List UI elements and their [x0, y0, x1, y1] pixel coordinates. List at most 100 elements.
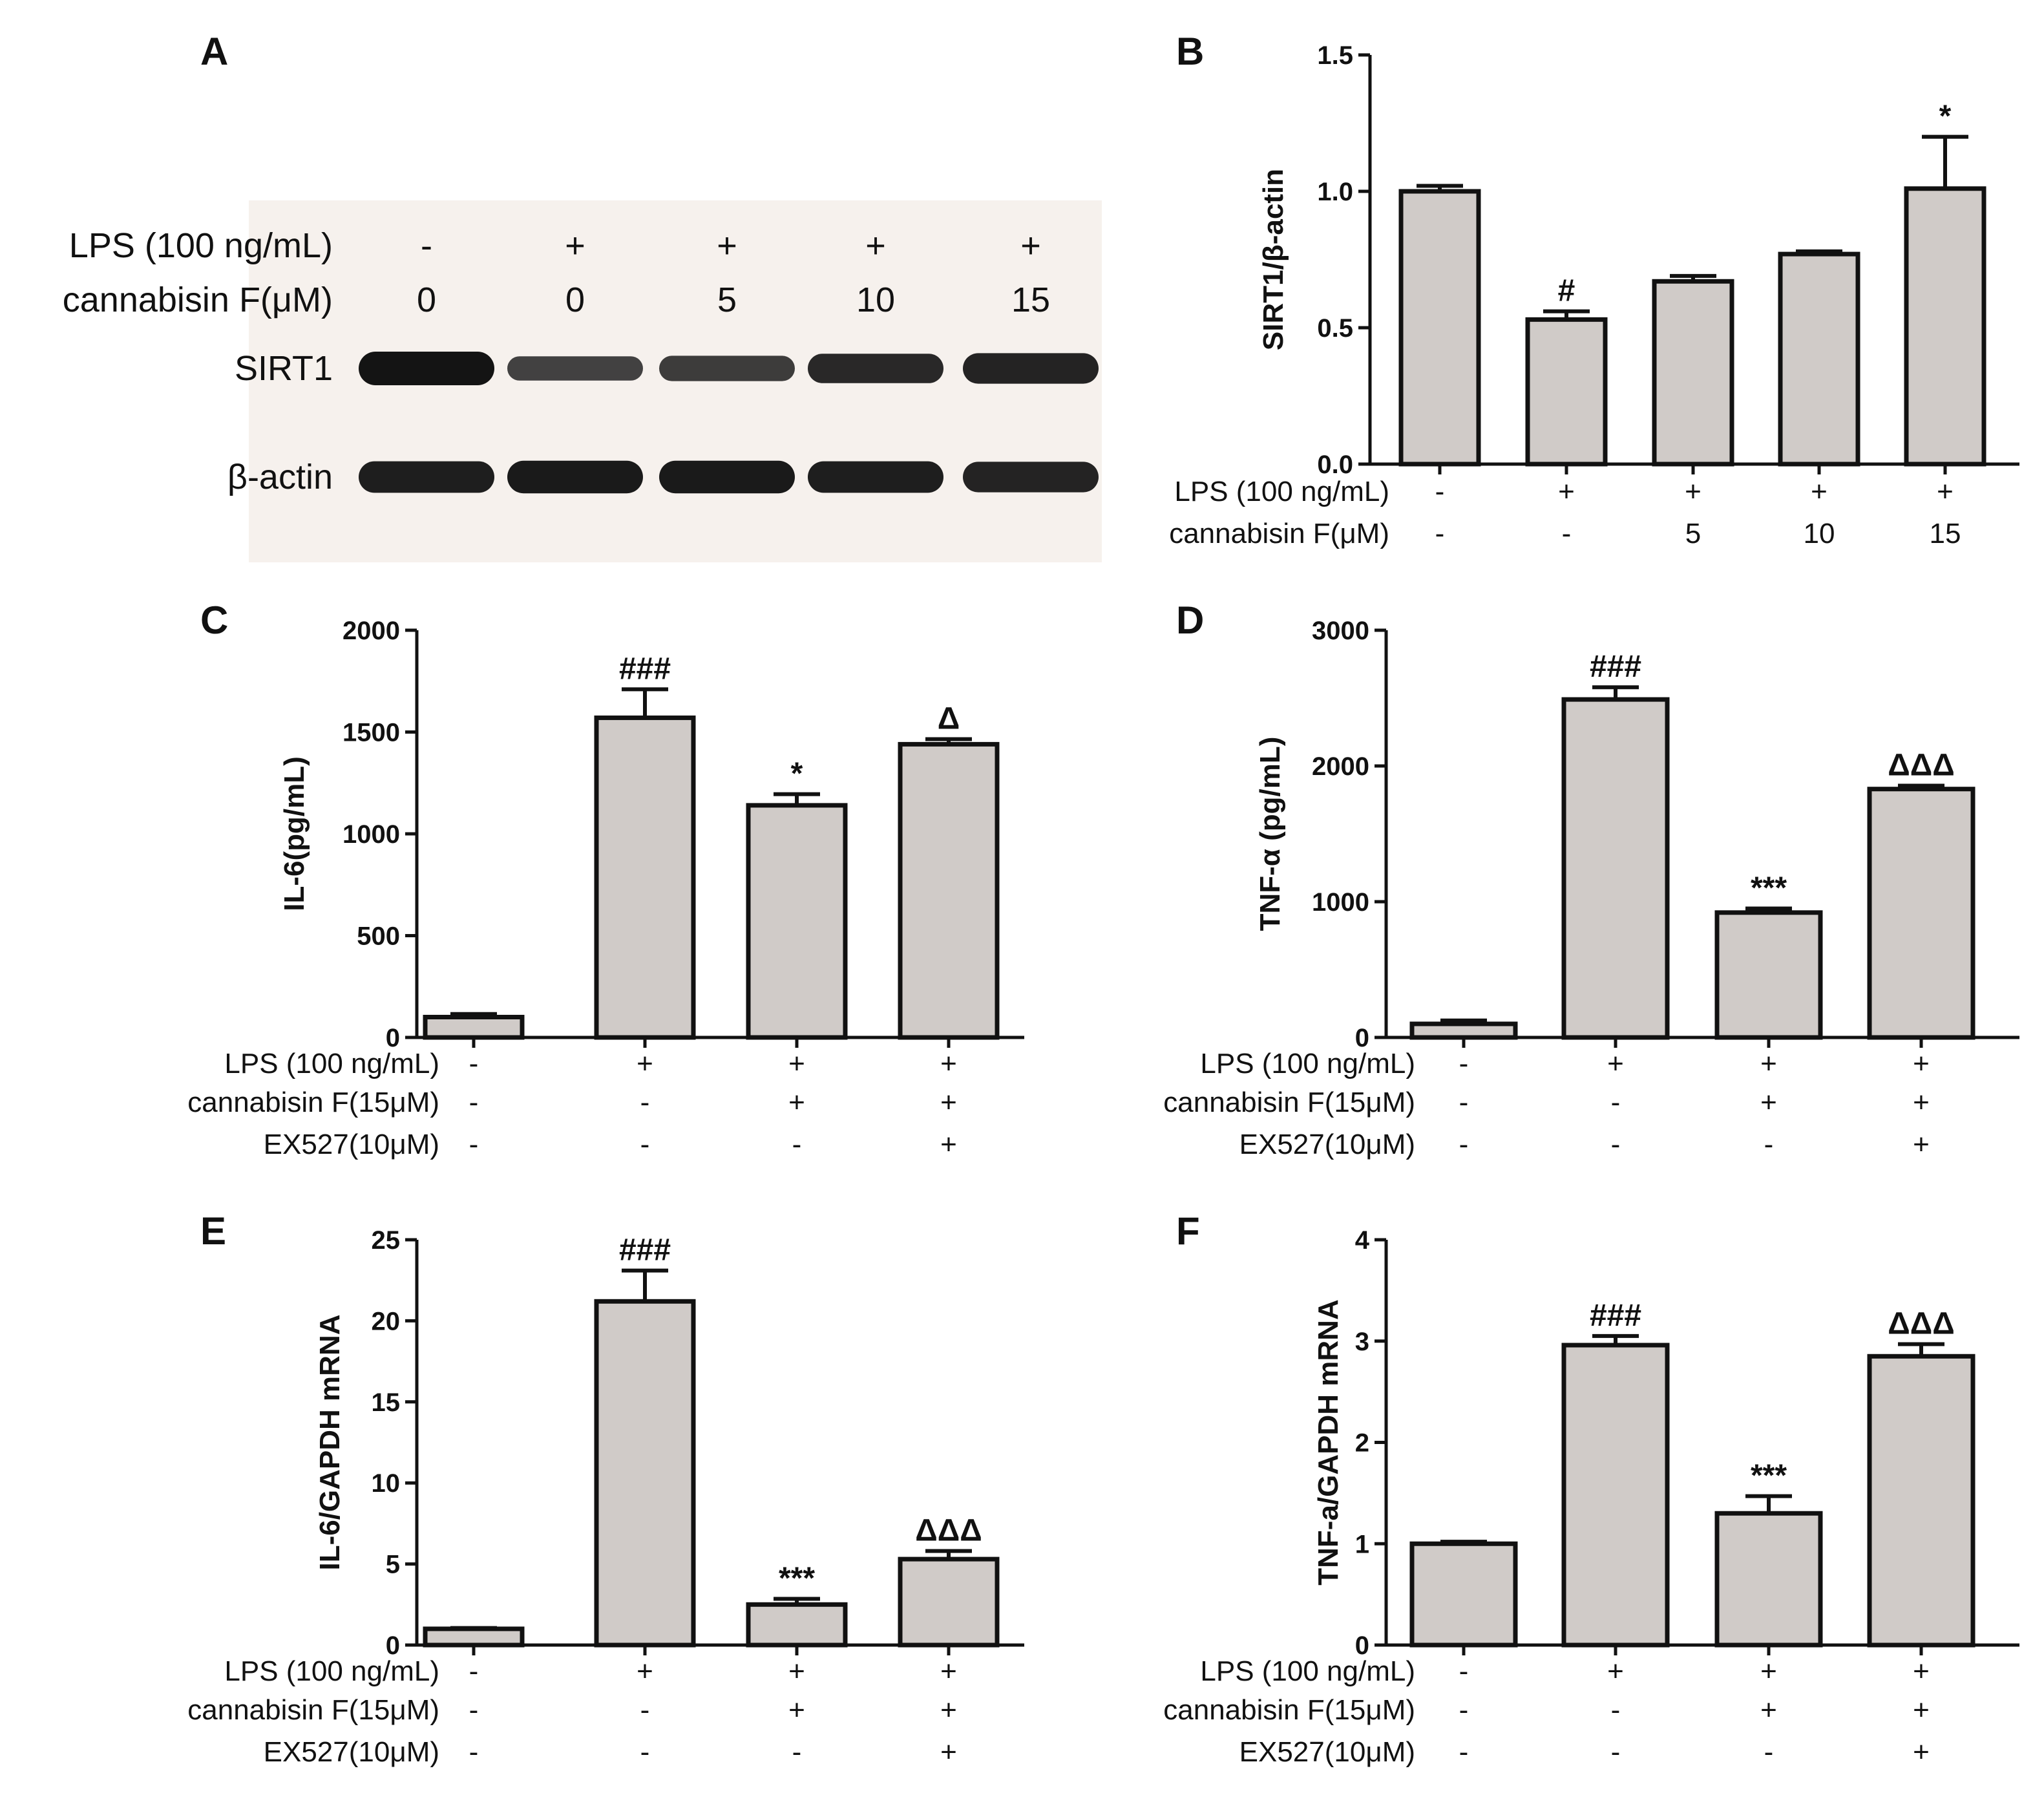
- bar: [1409, 1021, 1518, 1040]
- condition-value: -: [1435, 476, 1445, 507]
- significance-marker: *: [791, 757, 803, 791]
- blot-header-value: 0: [417, 281, 436, 319]
- condition-value: +: [788, 1048, 805, 1079]
- blot-header-value: +: [717, 226, 737, 265]
- condition-value: +: [940, 1087, 957, 1118]
- condition-value: +: [788, 1655, 805, 1687]
- bar: [1714, 1511, 1823, 1648]
- condition-value: +: [940, 1736, 957, 1768]
- bar: [1867, 1354, 1976, 1648]
- significance-marker: #: [1558, 274, 1575, 308]
- y-tick-label: 3: [1355, 1328, 1369, 1356]
- y-tick-label: 1000: [1312, 888, 1369, 917]
- y-tick-label: 0: [1355, 1631, 1369, 1660]
- condition-value: +: [1913, 1087, 1930, 1118]
- band-beta-actin: [359, 461, 494, 493]
- significance-marker: ###: [619, 1233, 671, 1268]
- y-tick-label: 1: [1355, 1530, 1369, 1558]
- condition-value: -: [1459, 1048, 1469, 1079]
- condition-value: -: [469, 1087, 479, 1118]
- panel-f: F 0 1 2 3 4 TNF-a/GAPDH mRNA ### *** ΔΔΔ LPS (100 …: [1163, 1209, 2019, 1768]
- band-beta-actin: [963, 462, 1099, 493]
- blot-header-value: -: [421, 226, 432, 265]
- y-tick-label: 10: [372, 1469, 401, 1498]
- condition-value: +: [1811, 476, 1828, 507]
- condition-value: -: [792, 1736, 802, 1768]
- bar: [898, 1556, 1000, 1648]
- blot-header-value: 10: [856, 281, 895, 319]
- condition-value: -: [469, 1048, 479, 1079]
- panel-letter: B: [1176, 30, 1204, 73]
- condition-value: -: [1611, 1129, 1621, 1160]
- y-tick-label: 0.0: [1317, 451, 1353, 479]
- condition-value: +: [940, 1129, 957, 1160]
- significance-marker: ΔΔΔ: [915, 1514, 982, 1548]
- condition-label: LPS (100 ng/mL): [1200, 1048, 1415, 1079]
- y-axis-label: IL-6(pg/mL): [279, 756, 310, 911]
- panel-b: B 0.0 0.5 1.0 1.5 SIRT1/β-actin # * LPS (100 ng/…: [1169, 30, 2019, 549]
- y-tick-label: 2000: [342, 617, 400, 645]
- bar: [423, 1015, 525, 1040]
- condition-label: LPS (100 ng/mL): [224, 1048, 439, 1079]
- condition-value: +: [940, 1694, 957, 1726]
- blot-header-value: +: [565, 226, 585, 265]
- condition-label: cannabisin F(15μM): [187, 1087, 439, 1118]
- condition-label: LPS (100 ng/mL): [224, 1655, 439, 1687]
- condition-value: +: [1937, 476, 1954, 507]
- condition-value: -: [1611, 1694, 1621, 1726]
- bar: [1714, 910, 1823, 1040]
- blot-header-value: 0: [565, 281, 585, 319]
- significance-marker: *: [1939, 100, 1952, 134]
- bar: [594, 715, 696, 1040]
- condition-value: -: [1611, 1736, 1621, 1768]
- bar: [1904, 186, 1986, 467]
- bar: [1561, 697, 1670, 1040]
- condition-value: +: [1558, 476, 1575, 507]
- y-axis-label: IL-6/GAPDH mRNA: [314, 1314, 346, 1570]
- panel-letter: A: [200, 30, 228, 73]
- band-sirt1: [359, 352, 494, 385]
- y-tick-label: 1.5: [1317, 41, 1353, 70]
- condition-value: -: [792, 1129, 802, 1160]
- significance-marker: ΔΔΔ: [1888, 748, 1955, 782]
- band-beta-actin: [507, 460, 643, 494]
- bar: [898, 741, 1000, 1040]
- condition-value: -: [1611, 1087, 1621, 1118]
- y-tick-label: 0.5: [1317, 314, 1353, 343]
- panel-letter: F: [1176, 1209, 1200, 1253]
- y-tick-label: 500: [357, 922, 400, 951]
- y-tick-label: 1500: [342, 719, 400, 747]
- significance-marker: ***: [779, 1562, 815, 1596]
- condition-value: -: [1459, 1655, 1469, 1687]
- y-tick-label: 1000: [342, 820, 400, 849]
- condition-value: -: [640, 1694, 650, 1726]
- condition-value: +: [1913, 1048, 1930, 1079]
- panel-d: D 0 1000 2000 3000 TNF-α (pg/mL) ### *** ΔΔΔ LPS …: [1163, 599, 2019, 1160]
- band-label: SIRT1: [235, 349, 333, 388]
- condition-value: +: [1685, 476, 1702, 507]
- condition-value: +: [1607, 1655, 1624, 1687]
- condition-value: -: [1459, 1087, 1469, 1118]
- condition-value: -: [1562, 518, 1572, 549]
- condition-value: +: [1913, 1655, 1930, 1687]
- condition-label: EX527(10μM): [1239, 1129, 1415, 1160]
- y-tick-label: 4: [1355, 1226, 1370, 1255]
- y-tick-label: 2: [1355, 1429, 1369, 1458]
- condition-value: -: [469, 1655, 479, 1687]
- condition-value: -: [1459, 1736, 1469, 1768]
- y-tick-label: 0: [386, 1631, 400, 1660]
- condition-value: 15: [1930, 518, 1961, 549]
- y-axis-label: SIRT1/β-actin: [1258, 169, 1289, 350]
- condition-value: +: [788, 1694, 805, 1726]
- y-tick-label: 0: [1355, 1024, 1369, 1052]
- blot-header-value: +: [1020, 226, 1041, 265]
- bar: [594, 1299, 696, 1648]
- condition-value: +: [1760, 1048, 1777, 1079]
- condition-value: -: [640, 1087, 650, 1118]
- condition-label: EX527(10μM): [1239, 1736, 1415, 1768]
- condition-label: EX527(10μM): [264, 1736, 439, 1768]
- band-sirt1: [507, 356, 643, 381]
- condition-value: +: [1913, 1694, 1930, 1726]
- significance-marker: ###: [1590, 1299, 1641, 1333]
- bar: [1525, 317, 1608, 467]
